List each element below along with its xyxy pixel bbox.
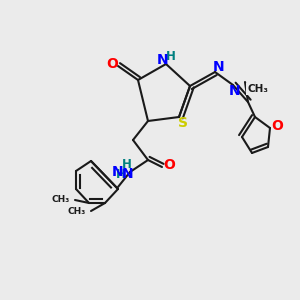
Text: N: N [229, 84, 241, 98]
Text: CH₃: CH₃ [68, 206, 86, 215]
Text: O: O [106, 57, 118, 71]
Text: CH₃: CH₃ [52, 196, 70, 205]
Text: N: N [122, 167, 134, 181]
Text: O: O [163, 158, 175, 172]
Text: N: N [112, 165, 124, 179]
Text: H: H [122, 158, 132, 172]
Text: S: S [178, 116, 188, 130]
Text: N: N [157, 53, 169, 67]
Text: H: H [116, 169, 126, 182]
Text: N: N [213, 60, 225, 74]
Text: O: O [271, 119, 283, 133]
Text: H: H [166, 50, 176, 62]
Text: CH₃: CH₃ [247, 84, 268, 94]
